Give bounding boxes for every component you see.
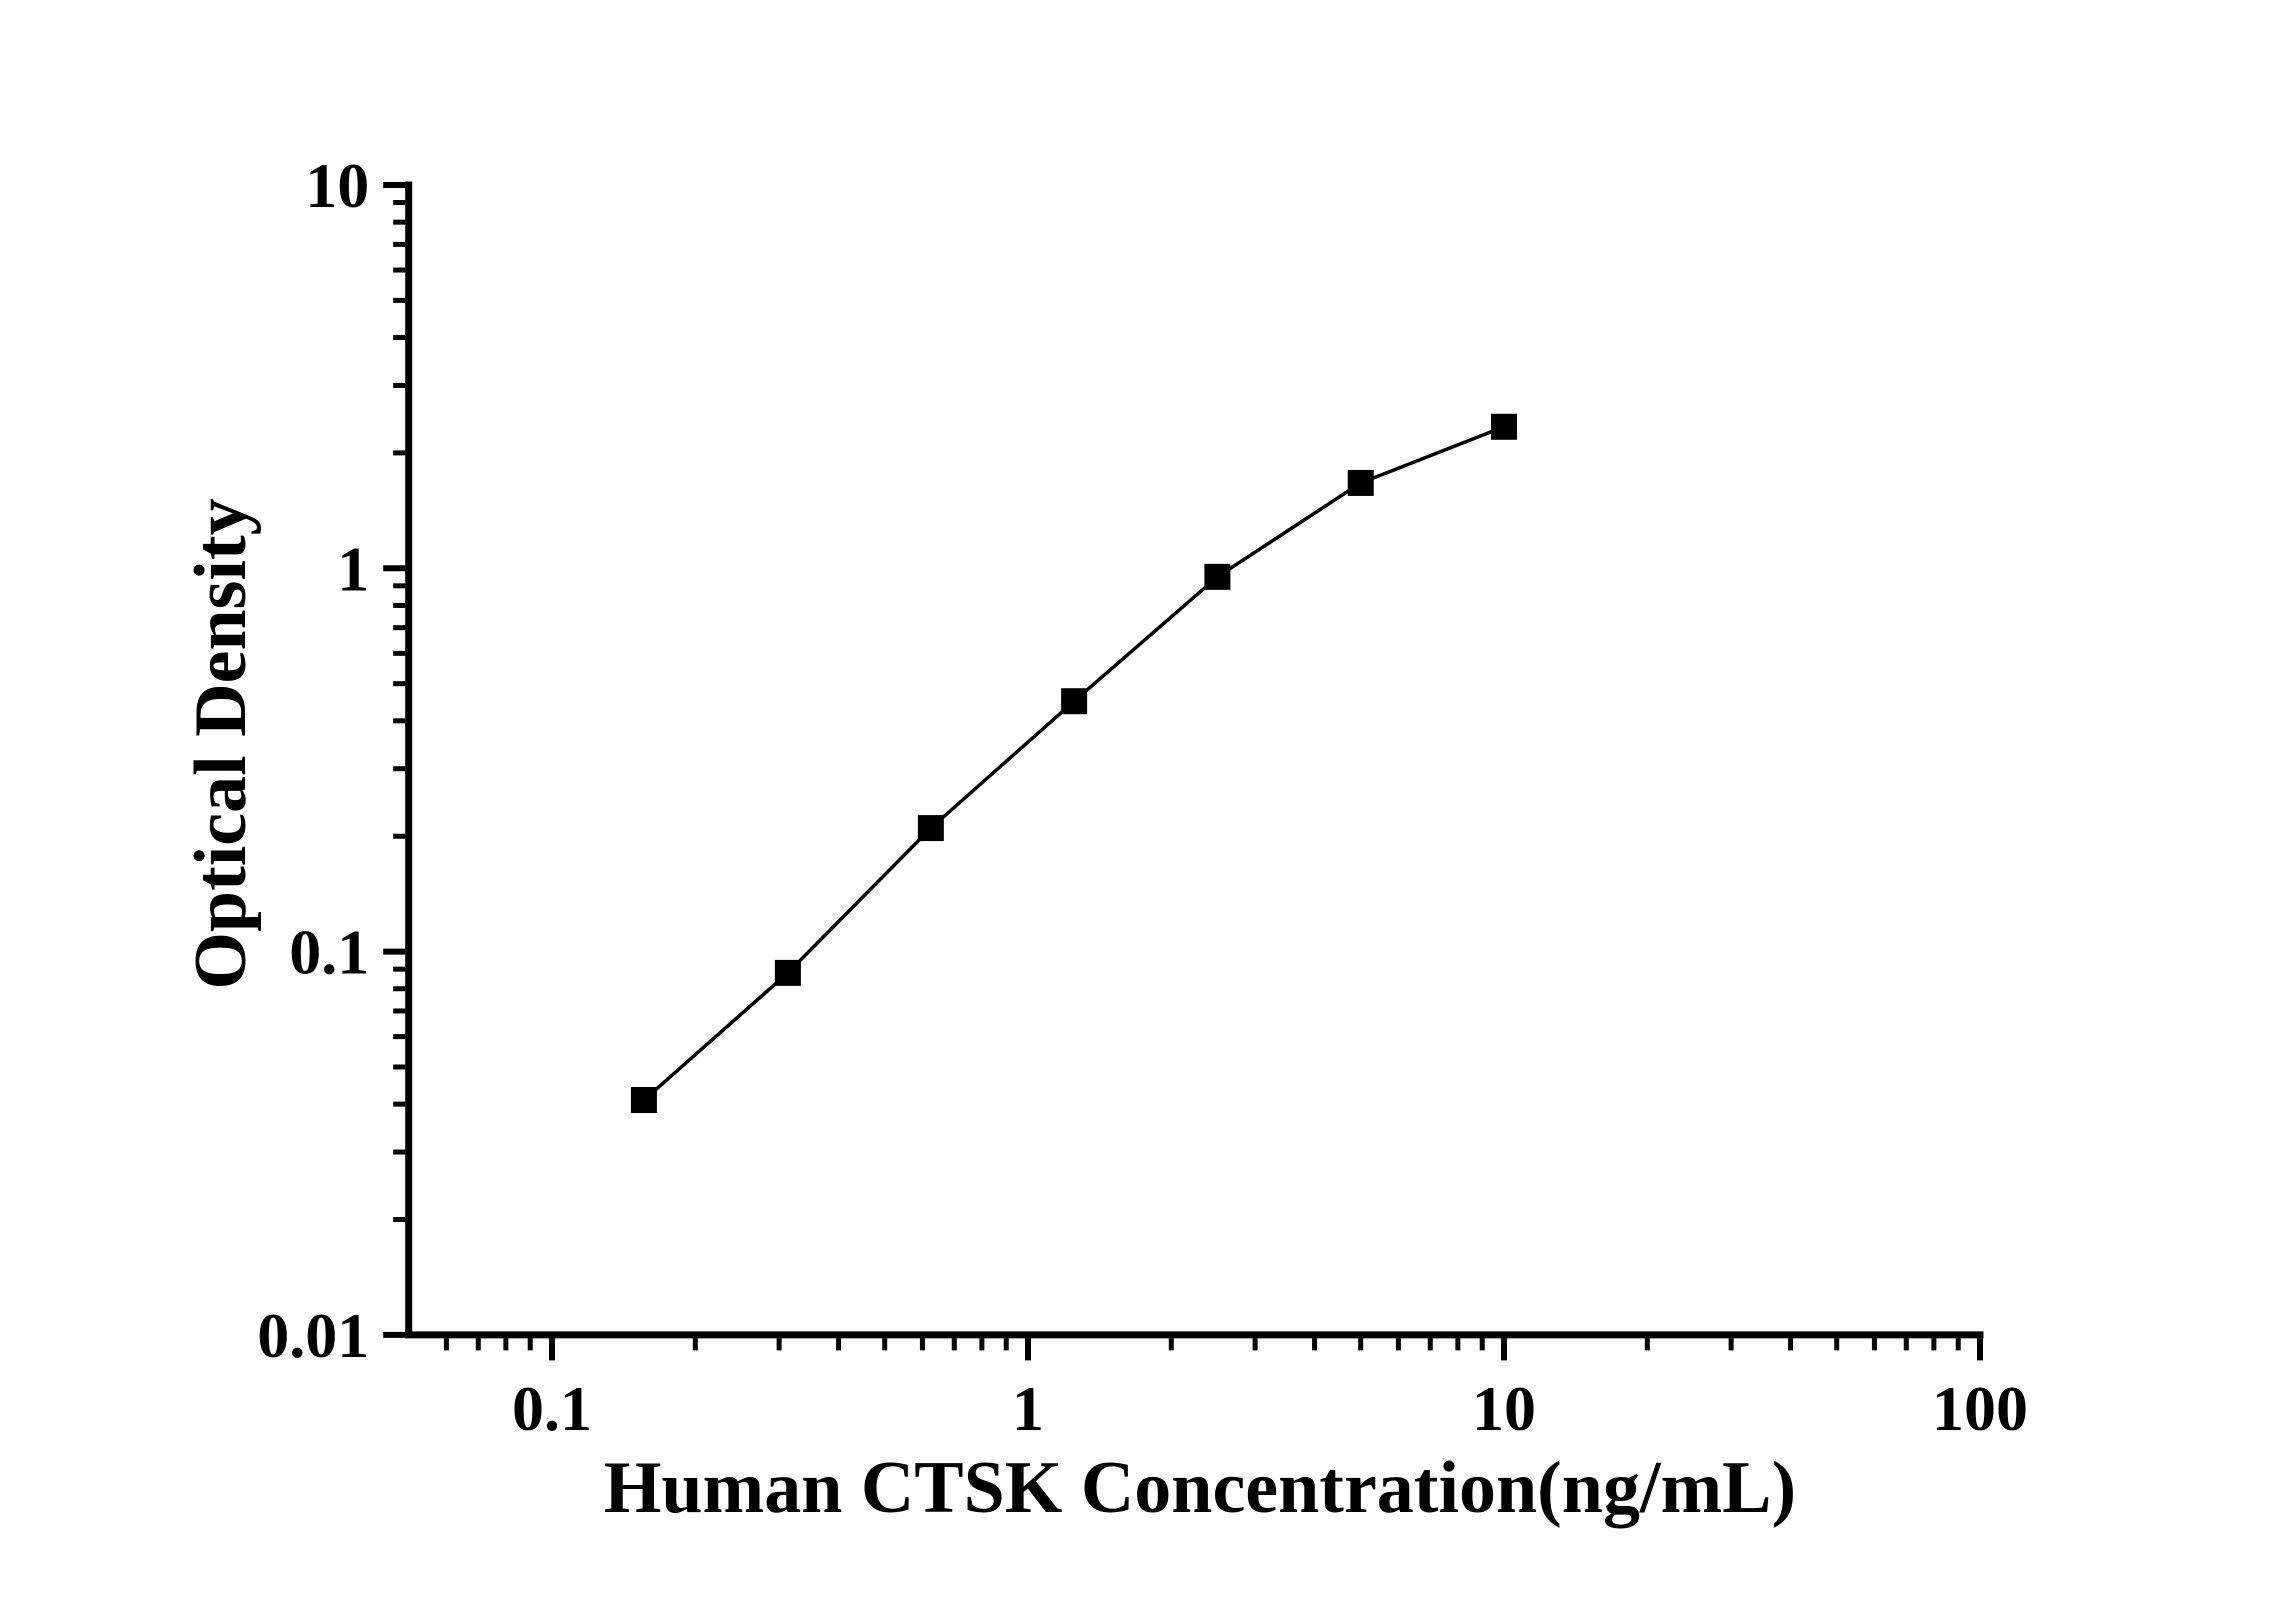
data-point-marker [1204, 563, 1231, 590]
data-point-marker [917, 815, 944, 842]
data-point-marker [774, 959, 801, 986]
x-tick-label: 0.1 [512, 1373, 592, 1444]
y-tick-label: 0.01 [257, 1300, 369, 1371]
data-point-marker [1347, 469, 1374, 496]
y-tick-label: 10 [305, 150, 369, 221]
axis-lines [405, 181, 1984, 1339]
axes [405, 181, 1984, 1339]
series-line [642, 425, 1505, 1102]
x-axis-title: Human CTSK Concentration(ng/mL) [604, 1447, 1796, 1529]
x-tick-label: 1 [1012, 1373, 1044, 1444]
y-tick-label: 0.1 [289, 917, 369, 988]
x-tick-label: 100 [1932, 1373, 2028, 1444]
data-point-marker [630, 1087, 657, 1114]
x-tick-label: 10 [1472, 1373, 1536, 1444]
tick-labels: 0.1 1 10 100 0.01 0.1 1 10 [257, 150, 2028, 1444]
y-axis-title: Optical Density [180, 498, 262, 989]
data-point-marker [1061, 688, 1088, 715]
tick-marks [383, 182, 1983, 1361]
data-point-marker [1491, 413, 1517, 440]
data-series [630, 413, 1517, 1114]
y-tick-label: 1 [337, 533, 369, 604]
